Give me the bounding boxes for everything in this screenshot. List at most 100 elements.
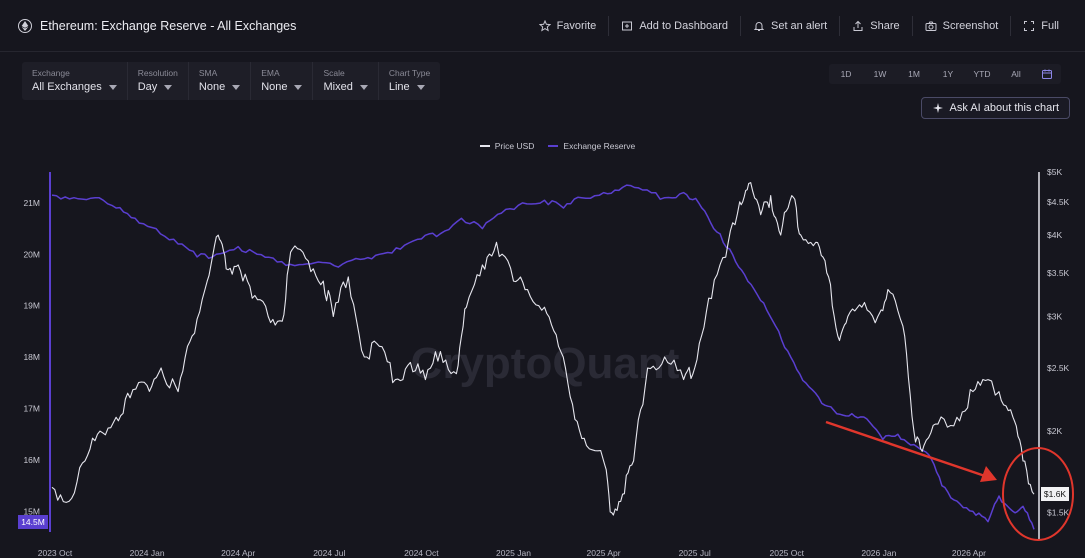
x-axis-tick-label: 2024 Jul	[313, 548, 345, 558]
legend-price-swatch	[479, 145, 490, 147]
range-ytd[interactable]: YTD	[973, 69, 991, 79]
header-actions: Favorite Add to Dashboard Set an alert S…	[527, 0, 1071, 52]
camera-icon	[925, 21, 937, 31]
range-1m[interactable]: 1M	[908, 69, 920, 79]
calendar-icon[interactable]	[1033, 64, 1061, 84]
right-axis-tick-label: $4.5K	[1047, 197, 1070, 207]
chevron-down-icon	[359, 84, 368, 90]
range-selector: 1D 1W 1M 1Y YTD All	[829, 64, 1061, 84]
scale-label: Scale	[323, 68, 345, 78]
chevron-down-icon	[232, 84, 241, 90]
x-axis-tick-label: 2026 Apr	[952, 548, 986, 558]
fullscreen-button[interactable]: Full	[1010, 16, 1071, 36]
chevron-down-icon	[294, 84, 303, 90]
x-axis-tick-label: 2026 Jan	[861, 548, 896, 558]
left-axis-tick-label: 17M	[23, 404, 40, 414]
left-axis-tick-label: 15M	[23, 506, 40, 516]
fullscreen-label: Full	[1041, 20, 1059, 32]
sparkle-icon	[932, 103, 943, 113]
series-price-line	[51, 182, 1035, 516]
right-axis-tick-label: $5K	[1047, 167, 1062, 177]
chart-type-value: Line	[388, 81, 410, 93]
x-axis-tick-label: 2025 Apr	[587, 548, 621, 558]
legend-price[interactable]: Price USD	[479, 141, 535, 151]
series-exchange-reserve-line	[51, 184, 1035, 530]
watermark: CryptoQuant	[411, 339, 680, 388]
sma-label: SMA	[198, 68, 218, 78]
right-current-badge: $1.6K	[1041, 487, 1069, 501]
left-current-badge: 14.5M	[18, 515, 48, 529]
left-axis-tick-label: 16M	[23, 455, 40, 465]
set-alert-label: Set an alert	[770, 20, 828, 32]
page-title: Ethereum: Exchange Reserve - All Exchang…	[40, 18, 297, 33]
right-axis-tick-label: $4K	[1047, 230, 1062, 240]
x-axis-tick-label: 2025 Jan	[496, 548, 531, 558]
fullscreen-icon	[1024, 21, 1035, 31]
right-axis-tick-label: $1.5K	[1047, 507, 1070, 517]
resolution-value: Day	[137, 81, 158, 93]
range-all[interactable]: All	[1011, 69, 1021, 79]
set-alert-button[interactable]: Set an alert	[739, 16, 839, 36]
annotation-circle	[1002, 447, 1074, 541]
right-axis-tick-label: $2K	[1047, 426, 1062, 436]
chart-plot: CryptoQuant 21M 20M 19M 18M 17M 16M 15M $5K $4.…	[18, 167, 1074, 558]
scale-select[interactable]: Scale Mixed	[312, 62, 377, 100]
title-group: Ethereum: Exchange Reserve - All Exchang…	[18, 18, 297, 33]
add-to-dashboard-label: Add to Dashboard	[639, 20, 728, 32]
chart-type-label: Chart Type	[388, 68, 431, 78]
legend-reserve-swatch	[548, 145, 559, 147]
chart-controls: Exchange All Exchanges Resolution Day SM…	[22, 62, 441, 100]
sma-value: None	[198, 81, 226, 93]
legend-reserve[interactable]: Exchange Reserve	[548, 141, 635, 151]
range-1y[interactable]: 1Y	[942, 69, 954, 79]
right-axis-tick-label: $3K	[1047, 311, 1062, 321]
x-axis-tick-label: 2025 Jul	[679, 548, 711, 558]
left-axis-tick-label: 18M	[23, 352, 40, 362]
ema-select[interactable]: EMA None	[250, 62, 312, 100]
annotation-arrow-line	[825, 420, 986, 478]
chart-legend: Price USD Exchange Reserve	[0, 141, 1085, 151]
favorite-button[interactable]: Favorite	[527, 16, 609, 36]
share-icon	[853, 20, 863, 31]
share-label: Share	[870, 20, 900, 32]
ask-ai-button[interactable]: Ask AI about this chart	[920, 97, 1070, 119]
range-1w[interactable]: 1W	[873, 69, 887, 79]
legend-price-label: Price USD	[494, 141, 535, 151]
legend-reserve-label: Exchange Reserve	[563, 141, 636, 151]
right-current-label: $1.6K	[1044, 489, 1067, 499]
left-axis-tick-label: 19M	[23, 301, 40, 311]
share-button[interactable]: Share	[839, 16, 911, 36]
right-axis-tick-label: $3.5K	[1047, 268, 1070, 278]
x-axis-tick-label: 2024 Apr	[221, 548, 255, 558]
resolution-select[interactable]: Resolution Day	[126, 62, 188, 100]
star-icon	[538, 20, 551, 32]
x-axis-tick-label: 2023 Oct	[38, 548, 73, 558]
ethereum-icon	[18, 18, 32, 33]
top-bar: Ethereum: Exchange Reserve - All Exchang…	[0, 0, 1085, 52]
exchange-value: All Exchanges	[32, 81, 102, 93]
chevron-down-icon	[108, 84, 117, 90]
screenshot-button[interactable]: Screenshot	[911, 16, 1011, 36]
x-axis-tick-label: 2024 Jan	[130, 548, 165, 558]
favorite-label: Favorite	[556, 20, 597, 32]
left-axis-tick-label: 20M	[23, 249, 40, 259]
bell-icon	[753, 22, 765, 31]
ask-ai-label: Ask AI about this chart	[949, 102, 1059, 114]
left-axis-tick-label: 21M	[23, 198, 40, 208]
x-axis-tick-label: 2024 Oct	[404, 548, 439, 558]
ema-label: EMA	[261, 68, 280, 78]
scale-value: Mixed	[323, 81, 353, 93]
right-axis-tick-label: $2.5K	[1047, 363, 1070, 373]
chart-type-select[interactable]: Chart Type Line	[377, 62, 440, 100]
annotation-arrow-head	[980, 466, 997, 482]
range-1d[interactable]: 1D	[840, 69, 852, 79]
dashboard-icon	[622, 21, 633, 31]
sma-select[interactable]: SMA None	[187, 62, 250, 100]
left-current-label: 14.5M	[21, 517, 45, 527]
chevron-down-icon	[164, 84, 173, 90]
resolution-label: Resolution	[137, 68, 178, 78]
exchange-select[interactable]: Exchange All Exchanges	[22, 62, 127, 100]
chevron-down-icon	[416, 84, 425, 90]
add-to-dashboard-button[interactable]: Add to Dashboard	[608, 16, 740, 36]
x-axis-tick-label: 2025 Oct	[769, 548, 804, 558]
